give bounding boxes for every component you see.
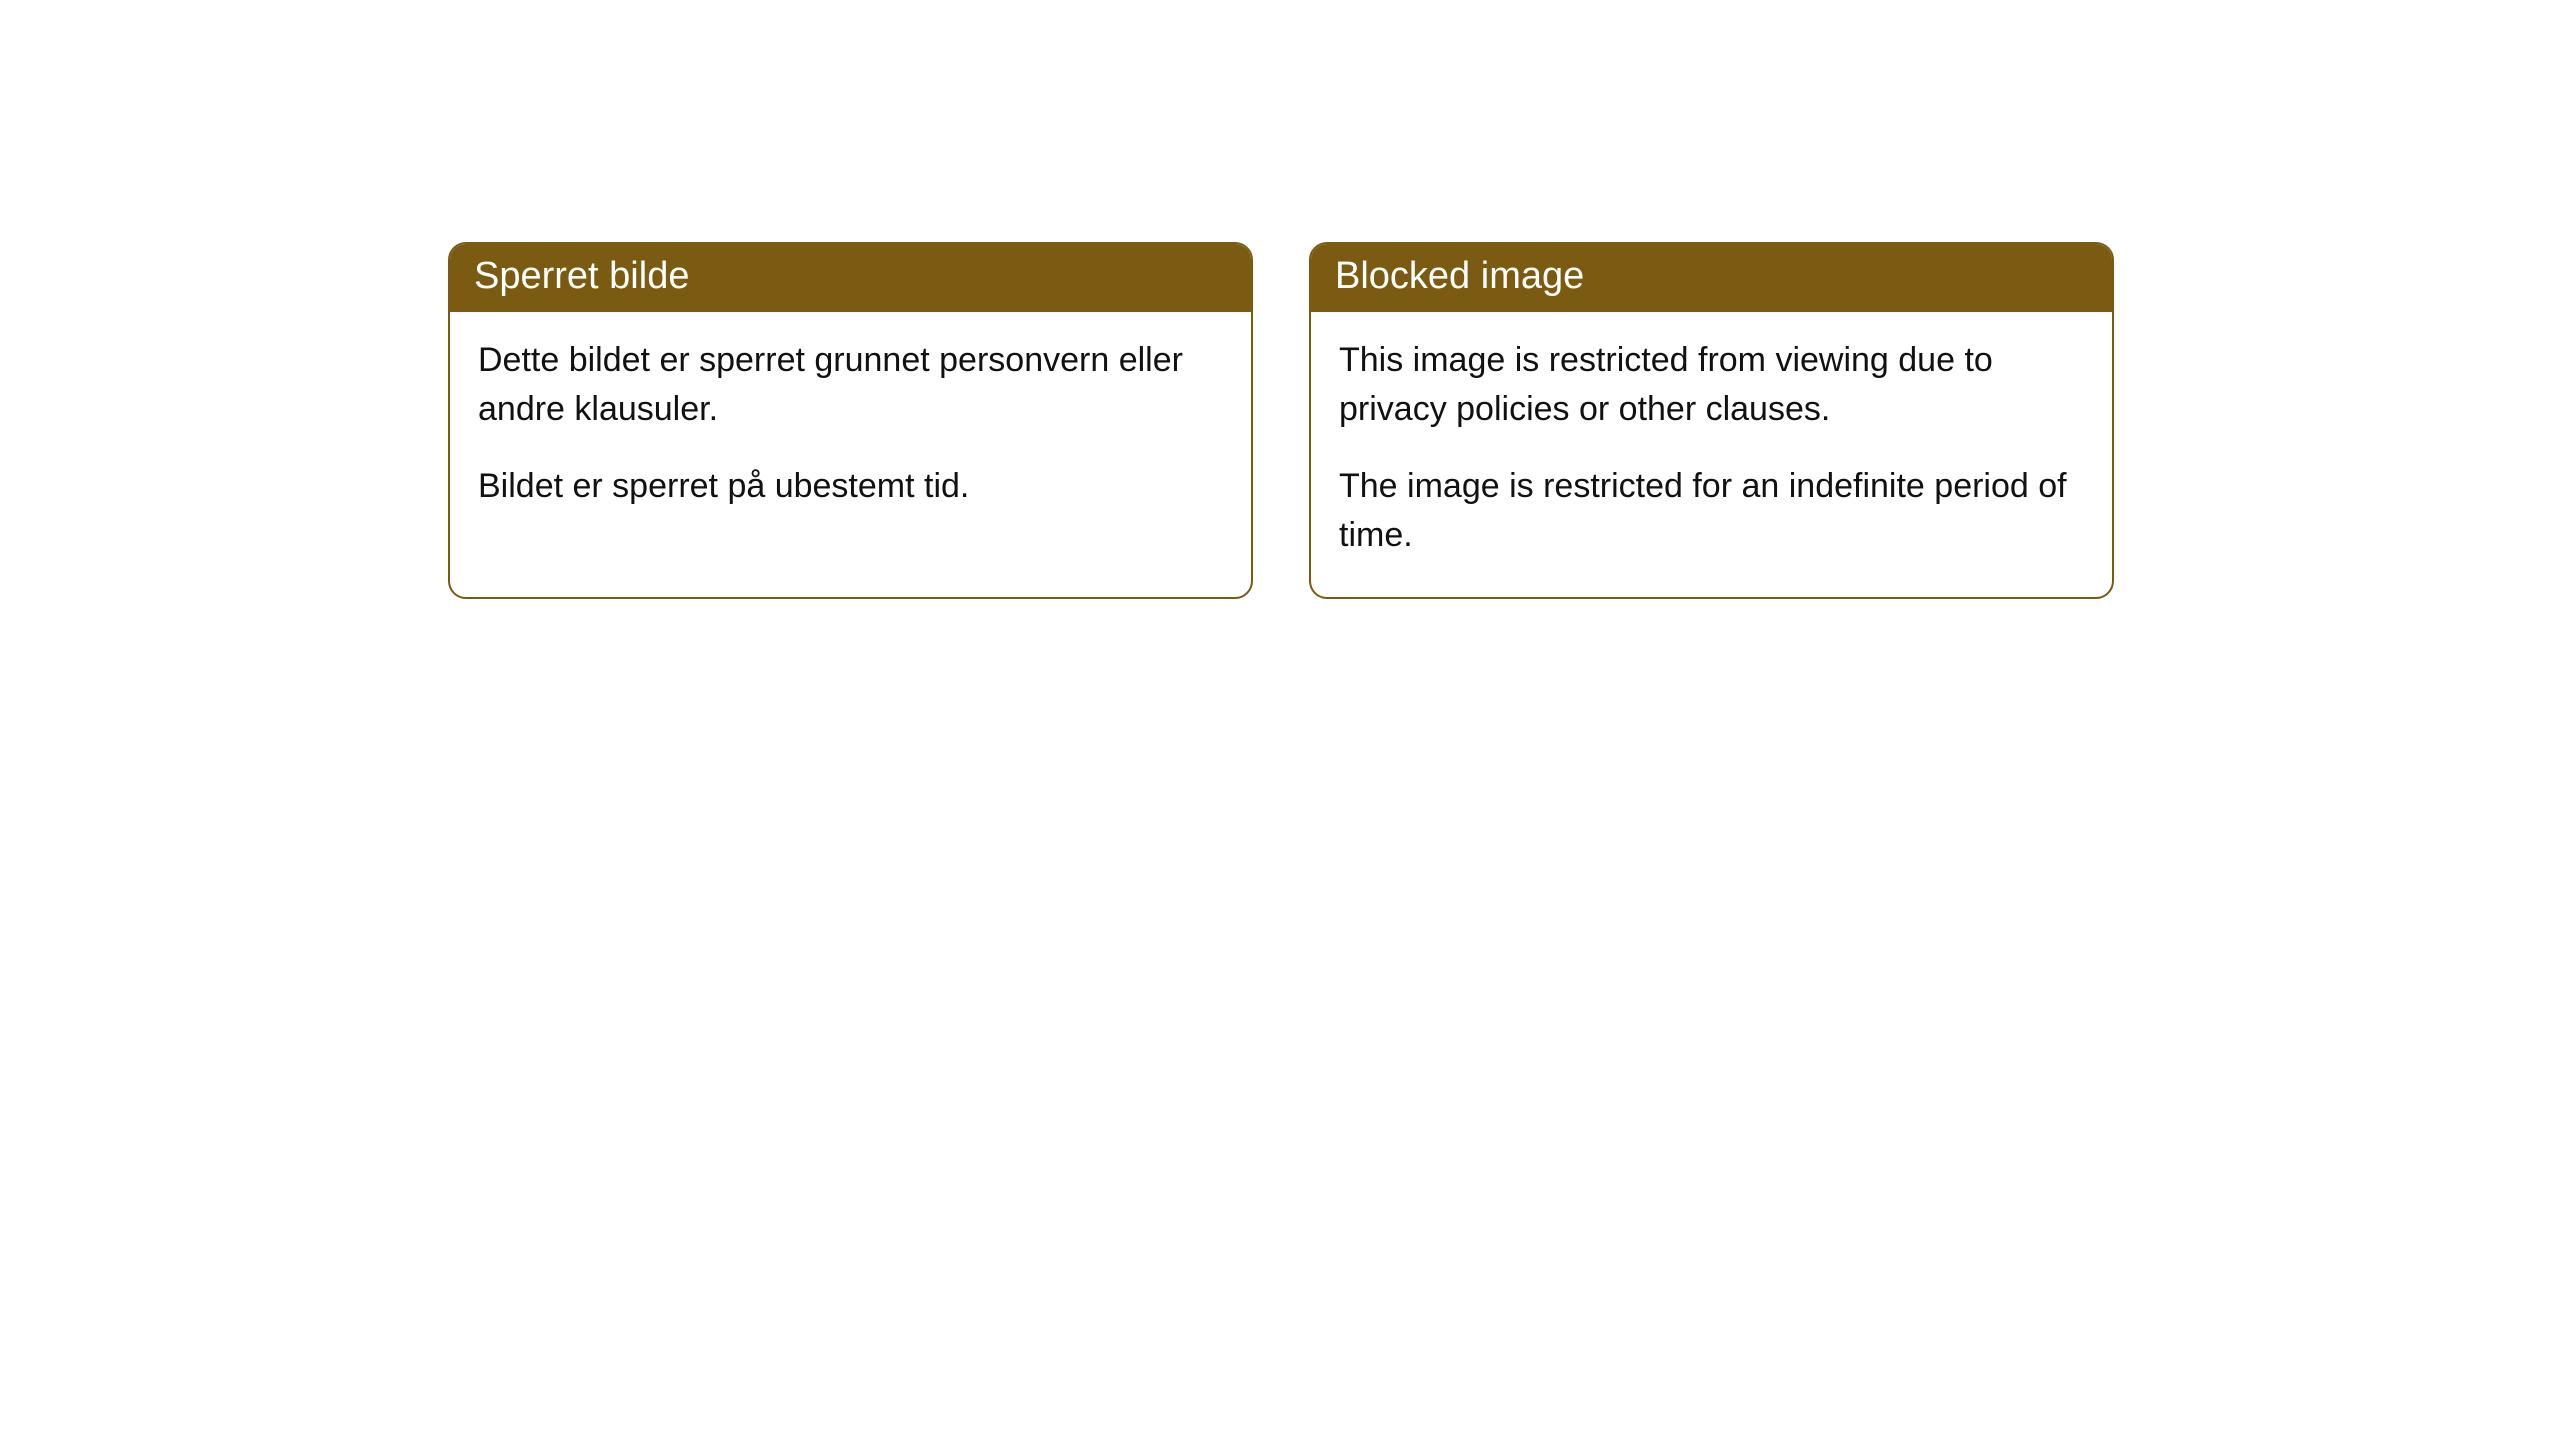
card-title: Sperret bilde	[474, 255, 689, 297]
card-title: Blocked image	[1335, 255, 1584, 297]
card-header: Blocked image	[1311, 244, 2112, 312]
card-body: Dette bildet er sperret grunnet personve…	[450, 312, 1251, 548]
notice-card-english: Blocked image This image is restricted f…	[1309, 242, 2114, 599]
card-paragraph-1: Dette bildet er sperret grunnet personve…	[478, 336, 1223, 435]
card-body: This image is restricted from viewing du…	[1311, 312, 2112, 597]
card-header: Sperret bilde	[450, 244, 1251, 312]
notice-card-norwegian: Sperret bilde Dette bildet er sperret gr…	[448, 242, 1253, 599]
card-paragraph-2: Bildet er sperret på ubestemt tid.	[478, 462, 1223, 511]
card-paragraph-1: This image is restricted from viewing du…	[1339, 336, 2084, 435]
notice-cards-container: Sperret bilde Dette bildet er sperret gr…	[448, 242, 2560, 599]
card-paragraph-2: The image is restricted for an indefinit…	[1339, 462, 2084, 561]
